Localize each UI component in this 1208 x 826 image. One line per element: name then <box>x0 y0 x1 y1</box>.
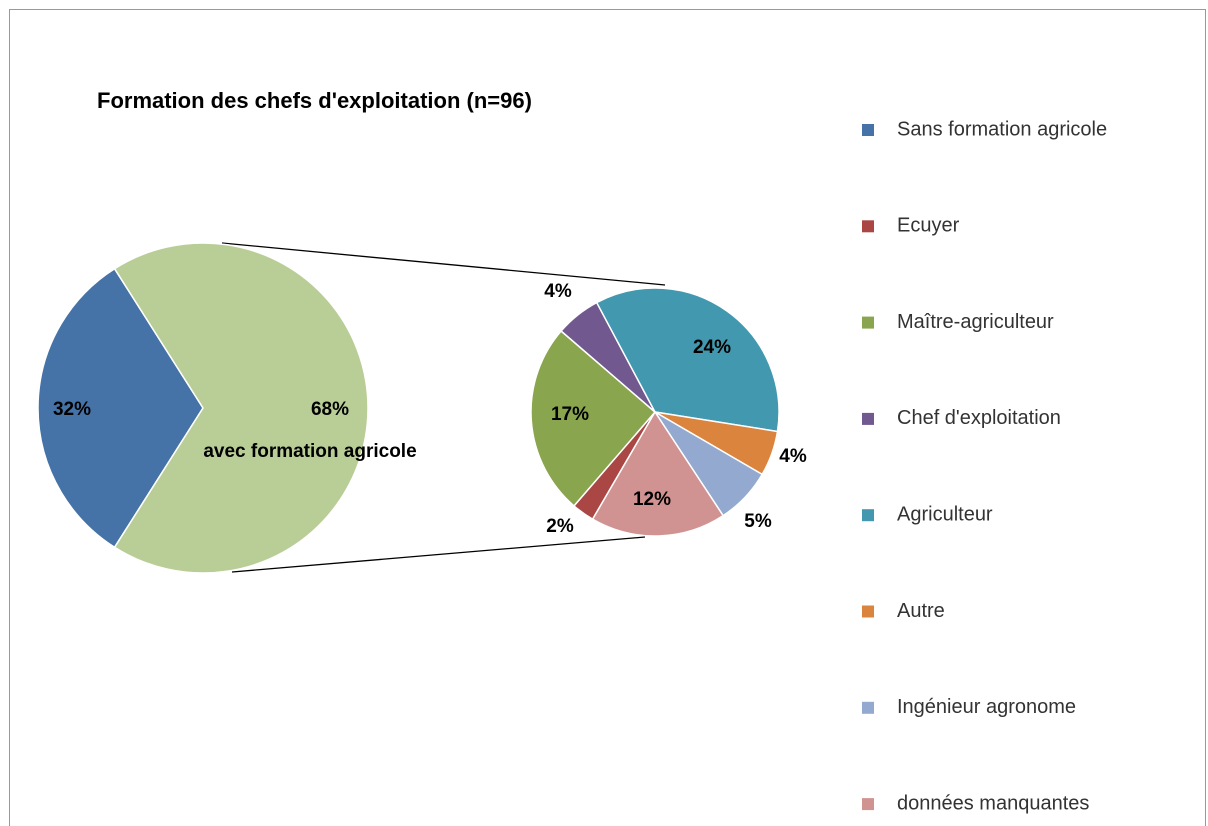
pie-slice <box>113 242 369 574</box>
legend-label: Agriculteur <box>897 503 993 525</box>
pie-slice <box>595 287 780 433</box>
legend-swatch <box>862 605 874 618</box>
data-label: 24% <box>693 337 731 358</box>
chart-title: Formation des chefs d'exploitation (n=96… <box>97 88 532 113</box>
legend-swatch <box>862 220 874 233</box>
data-label: 5% <box>744 511 772 532</box>
pie-slice <box>591 410 725 537</box>
legend-label: Ingénieur agronome <box>897 696 1076 718</box>
data-label: 2% <box>546 516 574 537</box>
legend-label: Ecuyer <box>897 215 960 237</box>
legend-label: Autre <box>897 600 945 622</box>
legend-swatch <box>862 701 874 714</box>
data-label: 4% <box>779 446 807 467</box>
data-label: 12% <box>633 489 671 510</box>
legend-label: Chef d'exploitation <box>897 407 1061 429</box>
data-label: 32% <box>53 399 91 420</box>
pie-slice <box>530 329 657 507</box>
connector <box>221 242 666 286</box>
legend-swatch <box>862 412 874 425</box>
legend-label: Maître-agriculteur <box>897 311 1054 333</box>
data-label: 68% <box>311 399 349 420</box>
legend-swatch <box>862 798 874 811</box>
legend-swatch <box>862 509 874 522</box>
pie-slice <box>37 267 204 549</box>
legend-swatch <box>862 124 874 136</box>
legend-label: Sans formation agricole <box>897 118 1107 140</box>
data-label: 4% <box>544 281 572 302</box>
connector <box>231 536 646 573</box>
category-label: avec formation agricole <box>203 441 416 462</box>
legend-label: données manquantes <box>897 792 1089 814</box>
legend-swatch <box>862 316 874 329</box>
data-label: 17% <box>551 404 589 425</box>
